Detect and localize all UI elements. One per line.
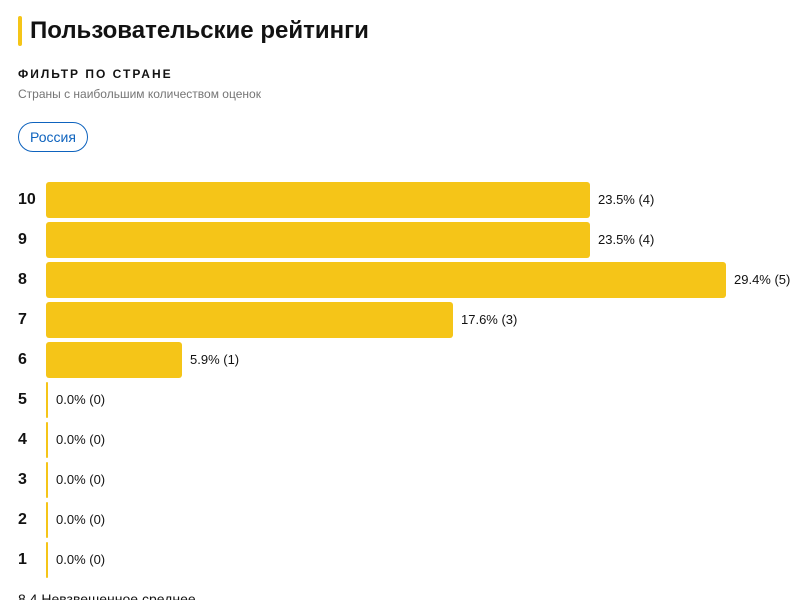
- rating-label: 2: [18, 511, 27, 528]
- rating-percent-label: 0.0% (0): [56, 512, 106, 527]
- rating-percent-label: 0.0% (0): [56, 552, 106, 567]
- country-chip-russia[interactable]: Россия: [18, 122, 88, 152]
- rating-percent-label: 23.5% (4): [598, 232, 655, 247]
- rating-row-9: 9 23.5% (4): [0, 220, 800, 260]
- rating-percent-label: 0.0% (0): [56, 432, 106, 447]
- rating-label: 1: [18, 551, 27, 568]
- page-header: Пользовательские рейтинги: [18, 16, 369, 46]
- rating-label: 10: [18, 191, 36, 208]
- rating-row-3: 3 0.0% (0): [0, 460, 800, 500]
- rating-row-7: 7 17.6% (3): [0, 300, 800, 340]
- rating-row-1: 1 0.0% (0): [0, 540, 800, 580]
- rating-label: 5: [18, 391, 27, 408]
- rating-row-4: 4 0.0% (0): [0, 420, 800, 460]
- rating-percent-label: 23.5% (4): [598, 192, 655, 207]
- rating-row-5: 5 0.0% (0): [0, 380, 800, 420]
- rating-bar: [46, 502, 48, 538]
- rating-row-2: 2 0.0% (0): [0, 500, 800, 540]
- rating-bar: [46, 262, 726, 298]
- rating-row-6: 6 5.9% (1): [0, 340, 800, 380]
- rating-bar: [46, 462, 48, 498]
- rating-label: 6: [18, 351, 27, 368]
- rating-bar: [46, 542, 48, 578]
- filter-title: ФИЛЬТР ПО СТРАНЕ: [18, 67, 173, 81]
- rating-row-10: 10 23.5% (4): [0, 180, 800, 220]
- ratings-histogram: 10 23.5% (4) 9 23.5% (4) 8 29.4% (5) 7 17.6% (3…: [0, 180, 800, 580]
- rating-row-8: 8 29.4% (5): [0, 260, 800, 300]
- rating-percent-label: 17.6% (3): [461, 312, 518, 327]
- rating-percent-label: 5.9% (1): [190, 352, 240, 367]
- rating-label: 7: [18, 311, 27, 328]
- rating-bar: [46, 302, 453, 338]
- rating-label: 4: [18, 431, 27, 448]
- filter-subtitle: Страны с наибольшим количеством оценок: [18, 87, 261, 101]
- rating-label: 9: [18, 231, 27, 248]
- rating-label: 3: [18, 471, 27, 488]
- rating-percent-label: 0.0% (0): [56, 392, 106, 407]
- rating-percent-label: 0.0% (0): [56, 472, 106, 487]
- rating-label: 8: [18, 271, 27, 288]
- rating-percent-label: 29.4% (5): [734, 272, 791, 287]
- rating-bar: [46, 182, 590, 218]
- rating-bar: [46, 422, 48, 458]
- rating-bar: [46, 342, 182, 378]
- page-title: Пользовательские рейтинги: [30, 17, 369, 44]
- unweighted-average: 8.4 Невзвешенное среднее: [18, 591, 196, 600]
- rating-bar: [46, 222, 590, 258]
- title-accent-bar: [18, 16, 22, 46]
- rating-bar: [46, 382, 48, 418]
